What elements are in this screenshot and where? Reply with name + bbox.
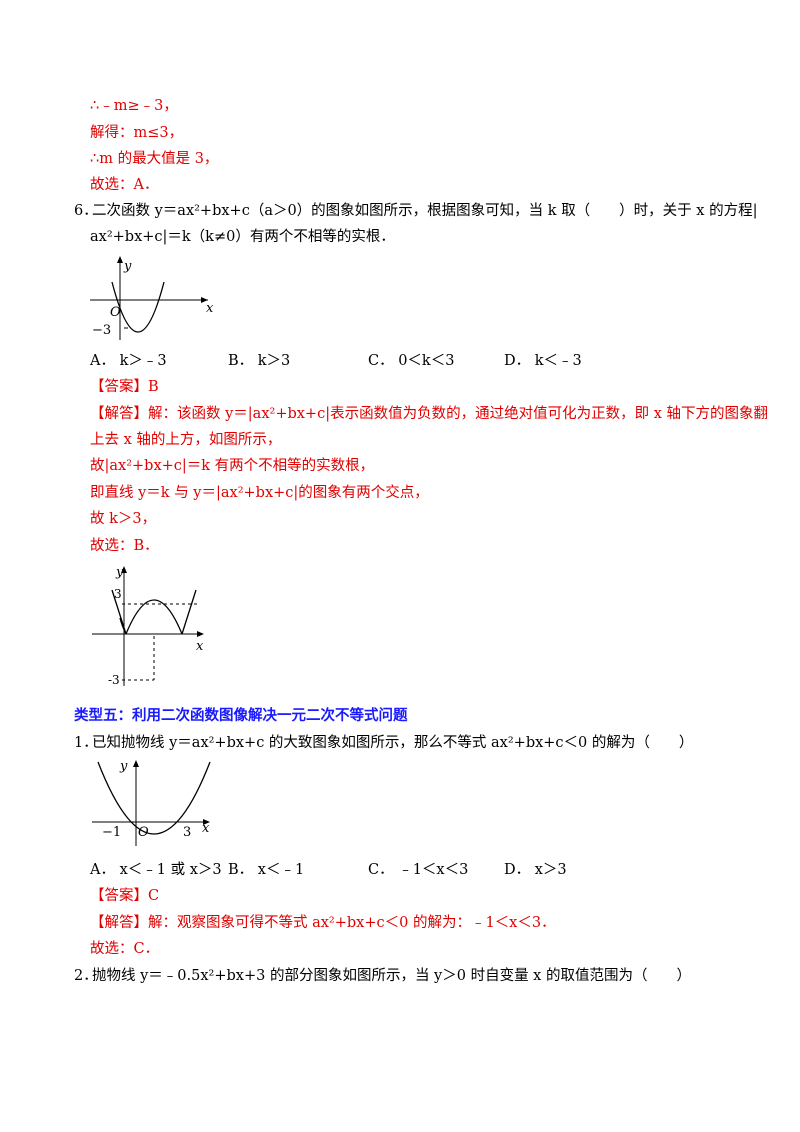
analysis-line: 故选：B． — [90, 538, 159, 554]
option-d: D． x＞3 — [504, 862, 567, 878]
y-axis-label: y — [119, 759, 128, 774]
question-number: 2． — [74, 968, 98, 984]
question-stem: 抛物线 y＝﹣0.5x²+bx+3 的部分图象如图所示，当 y＞0 时自变量 x… — [92, 968, 691, 984]
abs-parabola-figure: y x 3 -3 — [92, 565, 204, 687]
option-a: A． x＜﹣1 或 x＞3 — [90, 862, 222, 878]
origin-label: O — [138, 825, 149, 840]
option-b: B． x＜﹣1 — [228, 862, 305, 878]
top-label: 3 — [114, 587, 122, 601]
analysis-line: 故 k＞3， — [90, 511, 157, 527]
analysis-line: 即直线 y＝k 与 y＝|ax²+bx+c|的图象有两个交点， — [90, 485, 429, 501]
origin-label: O — [110, 305, 121, 320]
analysis-line: 故选：C． — [90, 941, 160, 957]
option-a: A． k＞﹣3 — [90, 353, 167, 369]
bottom-label: -3 — [108, 673, 120, 687]
left-root-label: −1 — [102, 825, 121, 840]
section-title: 类型五：利用二次函数图像解决一元二次不等式问题 — [74, 707, 408, 724]
x-axis-label: x — [206, 301, 214, 316]
option-c: C． ﹣1＜x＜3 — [368, 862, 469, 878]
option-c: C． 0＜k＜3 — [368, 353, 455, 369]
option-b: B． k＞3 — [228, 353, 291, 369]
y-axis-label: y — [115, 565, 124, 580]
analysis-line: 【解答】解：该函数 y＝|ax²+bx+c|表示函数值为负数的，通过绝对值可化为… — [90, 406, 768, 422]
question-number: 1． — [74, 735, 98, 751]
question-stem: 二次函数 y＝ax²+bx+c（a＞0）的图象如图所示，根据图象可知，当 k 取… — [92, 203, 758, 219]
parabola-figure-q6: y x O −3 — [90, 256, 214, 340]
right-root-label: 3 — [183, 825, 191, 840]
question-stem: ax²+bx+c|＝k（k≠0）有两个不相等的实根． — [90, 229, 395, 245]
option-d: D． k＜﹣3 — [504, 353, 582, 369]
x-axis-label: x — [202, 821, 210, 836]
solution-line: ∴﹣m≥﹣3， — [90, 98, 178, 114]
parabola-figure-q1: y x −1 O 3 — [92, 759, 211, 846]
answer-line: 【答案】C — [90, 888, 160, 904]
analysis-line: 【解答】解：观察图象可得不等式 ax²+bx+c＜0 的解为：﹣1＜x＜3． — [90, 915, 556, 931]
solution-line: 解得：m≤3， — [90, 125, 184, 141]
analysis-line: 故|ax²+bx+c|＝k 有两个不相等的实数根， — [90, 458, 375, 474]
min-label: −3 — [92, 323, 111, 338]
x-axis-label: x — [196, 639, 204, 654]
y-axis-label: y — [123, 259, 132, 274]
question-stem: 已知抛物线 y＝ax²+bx+c 的大致图象如图所示，那么不等式 ax²+bx+… — [92, 735, 694, 751]
answer-line: 【答案】B — [90, 379, 159, 395]
analysis-line: 上去 x 轴的上方，如图所示， — [90, 432, 282, 448]
question-number: 6． — [74, 203, 98, 219]
solution-line: ∴m 的最大值是 3， — [90, 151, 219, 167]
solution-line: 故选：A． — [90, 177, 159, 193]
